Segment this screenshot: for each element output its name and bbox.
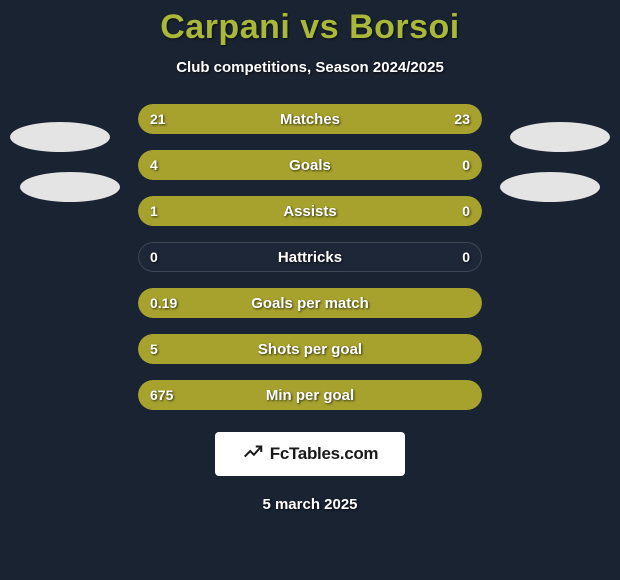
stat-value-right: 0	[462, 150, 470, 180]
player1-name: Carpani	[160, 8, 290, 46]
player2-name: Borsoi	[349, 8, 460, 46]
stat-row: 0.19Goals per match	[138, 288, 482, 318]
stat-label: Min per goal	[138, 380, 482, 410]
stat-label: Assists	[138, 196, 482, 226]
stat-value-right: 23	[454, 104, 470, 134]
stat-row: 4Goals0	[138, 150, 482, 180]
stat-label: Matches	[138, 104, 482, 134]
stat-row: 675Min per goal	[138, 380, 482, 410]
brand-box[interactable]: FcTables.com	[215, 432, 405, 476]
player2-club-badge-icon	[500, 172, 600, 202]
stat-value-right: 0	[462, 242, 470, 272]
stat-label: Hattricks	[138, 242, 482, 272]
footer-date: 5 march 2025	[0, 496, 620, 513]
player1-club-badge-icon	[20, 172, 120, 202]
stat-value-right: 0	[462, 196, 470, 226]
brand-chart-icon	[242, 441, 264, 468]
stat-row: 1Assists0	[138, 196, 482, 226]
subtitle: Club competitions, Season 2024/2025	[0, 59, 620, 76]
stat-label: Shots per goal	[138, 334, 482, 364]
player2-badge-icon	[510, 122, 610, 152]
stat-row: 21Matches23	[138, 104, 482, 134]
stat-row: 5Shots per goal	[138, 334, 482, 364]
root: Carpani vs Borsoi Club competitions, Sea…	[0, 0, 620, 580]
stat-label: Goals	[138, 150, 482, 180]
page-title: Carpani vs Borsoi	[0, 8, 620, 47]
comparison-bars: 21Matches234Goals01Assists00Hattricks00.…	[138, 104, 482, 410]
brand-text: FcTables.com	[270, 444, 379, 464]
vs-text: vs	[300, 8, 339, 46]
stat-label: Goals per match	[138, 288, 482, 318]
player1-badge-icon	[10, 122, 110, 152]
stat-row: 0Hattricks0	[138, 242, 482, 272]
